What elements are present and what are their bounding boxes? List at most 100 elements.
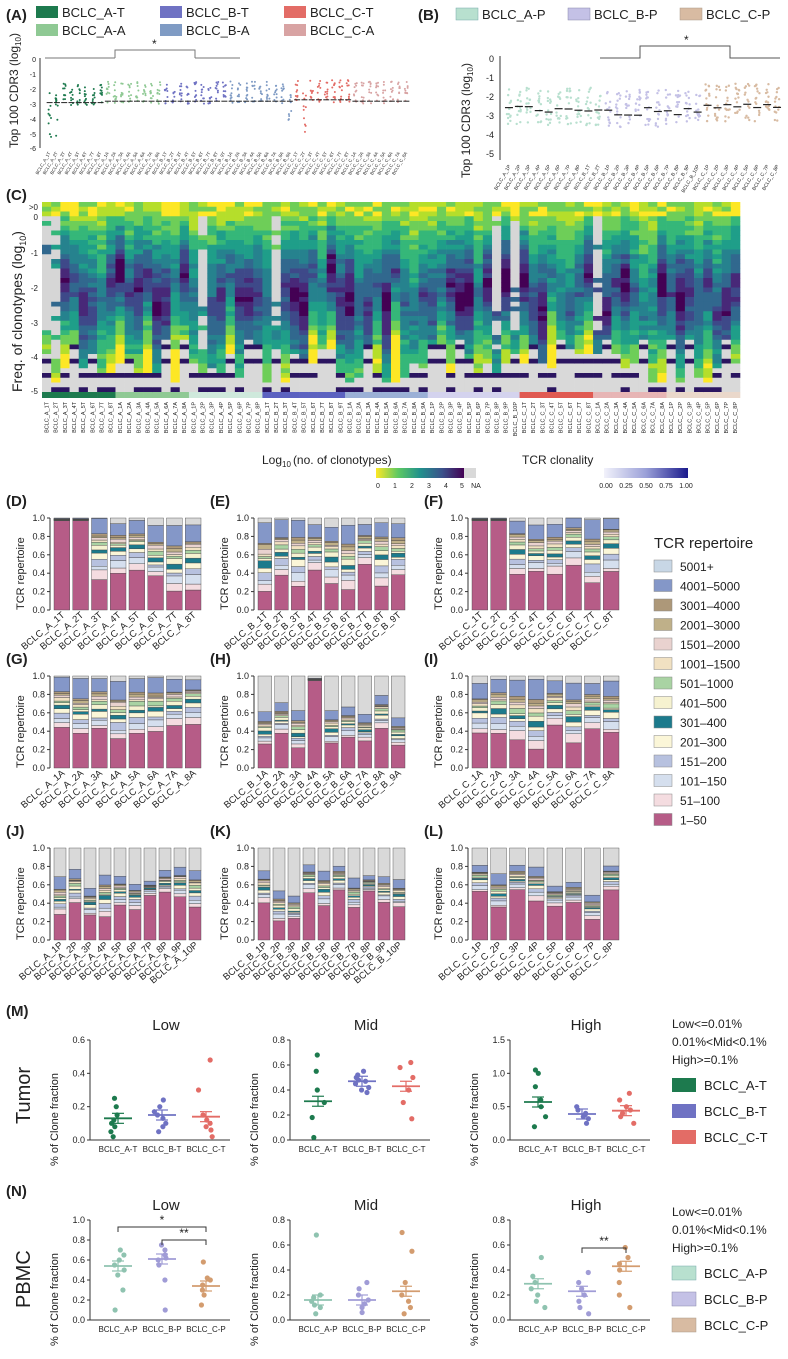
heatmap-cell <box>225 230 236 236</box>
panel-a-point <box>100 89 103 92</box>
panel-b-point <box>569 89 572 93</box>
heatmap-cell <box>372 282 383 288</box>
heatmap-cell <box>335 335 346 341</box>
legend-b-swatch-1 <box>567 7 591 21</box>
heatmap-cell <box>721 263 732 269</box>
heatmap-cell <box>115 306 125 312</box>
heatmap-cell <box>308 306 318 312</box>
repertoire-bar-segment <box>509 568 526 575</box>
heatmap-cell <box>280 216 291 222</box>
heatmap-cell <box>565 368 575 374</box>
panel-b-point <box>507 88 511 91</box>
heatmap-cell <box>391 282 401 288</box>
heatmap-xlabel: BCLC_A_6A <box>164 402 170 434</box>
heatmap-cell <box>51 316 61 322</box>
heatmap-cell <box>501 354 511 360</box>
heatmap-cell <box>482 244 493 250</box>
panel-a-ytick-4: -4 <box>30 117 36 124</box>
panel-a-point <box>302 108 305 111</box>
heatmap-cell <box>629 249 640 255</box>
heatmap-cell <box>381 259 392 265</box>
repertoire-bar-segment <box>341 706 356 716</box>
panel-a-point <box>202 97 205 100</box>
heatmap-xlabel: BCLC_A_4P <box>219 402 225 434</box>
heatmap-cell <box>492 273 502 279</box>
repertoire-bar-segment <box>584 559 601 565</box>
heatmap-cell <box>363 268 373 274</box>
panel-b-point <box>725 85 728 89</box>
panel-a-ytick-2: -2 <box>30 87 36 94</box>
heatmap-cell <box>225 259 236 265</box>
heatmap-cell <box>381 282 392 288</box>
panel-a-point <box>113 89 116 92</box>
panel-a-point <box>304 94 307 97</box>
panel-b-sig: * <box>684 33 689 47</box>
heatmap-cell <box>501 206 511 212</box>
heatmap-cell <box>620 273 631 279</box>
heatmap-cell <box>207 259 217 265</box>
heatmap-cell <box>547 349 557 355</box>
heatmap-cell <box>583 368 594 374</box>
heatmap-cell <box>133 230 144 236</box>
heatmap-cell <box>602 240 612 246</box>
panel-b-point <box>707 84 710 88</box>
heatmap-cell <box>427 278 438 284</box>
heatmap-cell <box>42 297 52 303</box>
heatmap-legend1-tick-na: NA <box>471 483 481 490</box>
heatmap-cell <box>308 387 318 393</box>
panel-b-point <box>654 124 657 127</box>
heatmap-cell <box>289 240 300 246</box>
heatmap-cell <box>473 249 484 255</box>
heatmap-cell <box>519 249 530 255</box>
heatmap-cell <box>170 311 181 317</box>
heatmap-cell <box>400 311 410 317</box>
heatmap-cell <box>97 235 107 241</box>
heatmap-cell <box>519 311 530 317</box>
heatmap-cell <box>400 206 410 212</box>
heatmap-cell <box>124 330 135 336</box>
heatmap-cell <box>234 358 245 364</box>
heatmap-cell <box>124 216 135 222</box>
heatmap-cell <box>244 297 254 303</box>
heatmap-cell <box>620 320 631 326</box>
heatmap-cell <box>225 373 236 379</box>
heatmap-cell <box>675 287 686 293</box>
heatmap-cell <box>611 216 621 222</box>
heatmap-cell <box>253 344 263 350</box>
panel-b-point <box>509 114 512 117</box>
heatmap-cell <box>308 297 318 303</box>
repertoire-bar-segment <box>324 561 339 568</box>
heatmap-cell <box>317 316 328 322</box>
heatmap-cell <box>574 330 585 336</box>
heatmap-xlabel: BCLC_C_7P <box>724 402 730 434</box>
panel-a-point <box>63 98 66 101</box>
repertoire-bar-segment <box>509 536 526 540</box>
heatmap-cell <box>133 297 144 303</box>
heatmap-legend1-tick-3: 3 <box>427 483 431 490</box>
heatmap-cell <box>556 358 566 364</box>
heatmap-cell <box>684 344 695 350</box>
heatmap-cell <box>372 349 383 355</box>
heatmap-cell <box>271 373 282 379</box>
repertoire-bar-segment <box>110 517 127 524</box>
panel-a-point <box>216 91 219 94</box>
panel-b-point <box>724 89 728 92</box>
panel-b-point <box>745 114 748 118</box>
heatmap-cell <box>537 373 548 379</box>
heatmap-cell <box>234 273 245 279</box>
heatmap-cell <box>317 287 328 293</box>
heatmap-cell <box>565 320 575 326</box>
heatmap-cell <box>216 358 226 364</box>
heatmap-cell <box>721 335 732 341</box>
panel-b-point <box>569 96 573 99</box>
heatmap-cell <box>684 273 695 279</box>
heatmap-cell <box>629 273 640 279</box>
panel-b-ytick-2: -2 <box>486 92 494 102</box>
heatmap-cell <box>611 301 621 307</box>
heatmap-cell <box>42 278 52 284</box>
heatmap-cell <box>69 382 80 388</box>
heatmap-cell <box>657 320 667 326</box>
repertoire-bar-segment <box>185 550 202 554</box>
heatmap-cell <box>69 373 80 379</box>
panel-b-point <box>618 97 622 100</box>
